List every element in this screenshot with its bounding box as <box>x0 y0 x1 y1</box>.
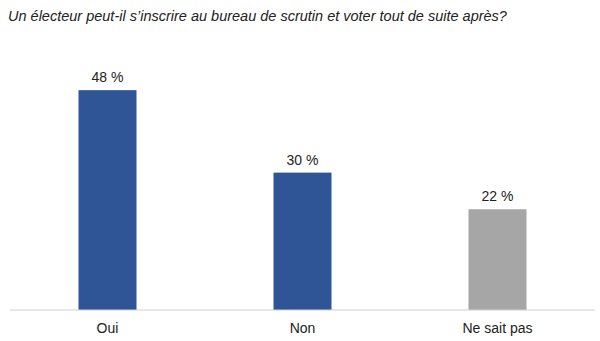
bar <box>79 90 137 310</box>
title: Un électeur peut-il s’inscrire au bureau… <box>8 8 508 24</box>
data-label: 22 % <box>482 188 514 204</box>
data-label: 48 % <box>92 69 124 85</box>
bar <box>469 209 527 310</box>
data-label: 30 % <box>287 152 319 168</box>
bar <box>274 173 332 310</box>
x-tick-label: Ne sait pas <box>462 320 532 336</box>
bars <box>79 90 527 310</box>
baseline <box>10 310 595 311</box>
chart-container: Un électeur peut-il s’inscrire au bureau… <box>0 0 600 341</box>
x-tick-label: Oui <box>97 320 119 336</box>
chart-svg: Un électeur peut-il s’inscrire au bureau… <box>0 0 600 341</box>
x-tick-label: Non <box>290 320 316 336</box>
